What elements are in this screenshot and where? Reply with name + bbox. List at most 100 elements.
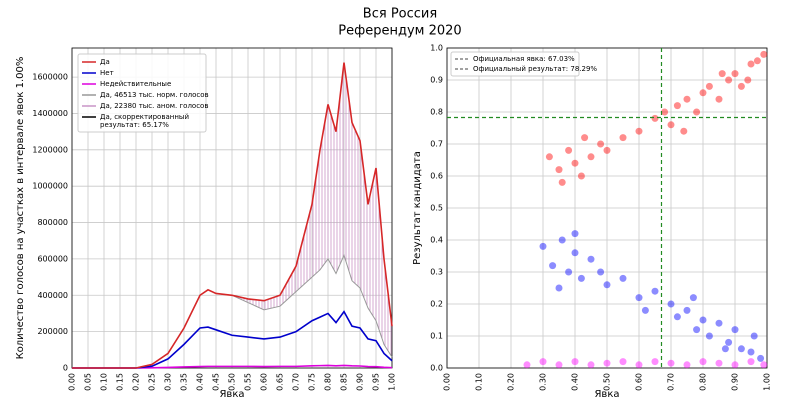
scatter-point <box>667 121 675 129</box>
scatter-point <box>651 287 659 295</box>
x-tick-label: 1.00 <box>763 373 772 391</box>
y-tick-label: 0.8 <box>430 108 443 117</box>
scatter-point <box>555 361 563 369</box>
x-tick-label: 0.65 <box>276 373 285 391</box>
scatter-point <box>571 159 579 167</box>
scatter-point <box>651 358 659 366</box>
x-tick-label: 0.60 <box>260 373 269 391</box>
scatter-point <box>571 358 579 366</box>
scatter-point <box>721 345 729 353</box>
x-tick-label: 0.30 <box>539 373 548 391</box>
y-tick-label: 0.9 <box>430 76 443 85</box>
scatter-point <box>760 361 768 369</box>
x-tick-label: 0.60 <box>635 373 644 391</box>
scatter-point <box>558 236 566 244</box>
x-tick-label: 0.80 <box>699 373 708 391</box>
x-tick-label: 0.90 <box>356 373 365 391</box>
scatter-point <box>545 153 553 161</box>
series-line <box>72 62 393 369</box>
scatter-point <box>737 345 745 353</box>
scatter-point <box>619 134 627 142</box>
x-tick-label: 0.10 <box>475 373 484 391</box>
scatter-point <box>651 114 659 122</box>
y-axis-label: Количество голосов на участках в интерва… <box>15 57 26 360</box>
scatter-point <box>549 262 557 270</box>
x-tick-label: 0.25 <box>148 373 157 391</box>
plot-frame <box>446 47 768 369</box>
x-tick-label: 0.20 <box>507 373 516 391</box>
scatter-point <box>760 50 768 58</box>
x-tick-label: 0.40 <box>196 373 205 391</box>
scatter-point <box>635 294 643 302</box>
scatter-point <box>603 146 611 154</box>
scatter-point <box>715 319 723 327</box>
x-tick-label: 0.05 <box>84 373 93 391</box>
scatter-point <box>587 255 595 263</box>
scatter-point <box>635 361 643 369</box>
scatter-point <box>744 76 752 84</box>
x-tick-label: 1.00 <box>388 373 397 391</box>
scatter-point <box>693 326 701 334</box>
series-line <box>72 364 393 369</box>
scatter-point <box>571 249 579 257</box>
legend-label: Да, скорректированный <box>100 113 189 121</box>
scatter-point <box>523 361 531 369</box>
scatter-point <box>718 70 726 78</box>
x-tick-label: 0.00 <box>68 373 77 391</box>
legend-label: Официальная явка: 67.03% <box>473 55 575 63</box>
scatter-point <box>597 140 605 148</box>
scatter-point <box>673 102 681 110</box>
scatter-point <box>693 108 701 116</box>
scatter-point <box>683 361 691 369</box>
scatter-point <box>731 326 739 334</box>
scatter-point <box>705 82 713 90</box>
scatter-point <box>737 82 745 90</box>
y-tick-label: 1000000 <box>32 182 68 191</box>
scatter-point <box>725 338 733 346</box>
x-tick-label: 0.10 <box>100 373 109 391</box>
x-tick-label: 0.35 <box>180 373 189 391</box>
legend-label: Официальный результат: 78.29% <box>473 65 597 73</box>
scatter-point <box>683 306 691 314</box>
scatter-point <box>597 268 605 276</box>
scatter-point <box>661 108 669 116</box>
x-tick-label: 0.30 <box>164 373 173 391</box>
scatter-point <box>577 172 585 180</box>
x-tick-label: 0.55 <box>244 373 253 391</box>
x-tick-label: 0.80 <box>324 373 333 391</box>
scatter-point <box>683 95 691 103</box>
x-tick-label: 0.95 <box>372 373 381 391</box>
scatter-point <box>747 348 755 356</box>
scatter-point <box>715 95 723 103</box>
y-tick-label: 800000 <box>37 218 68 227</box>
legend-box <box>450 51 580 77</box>
scatter-point <box>699 358 707 366</box>
scatter-point <box>673 313 681 321</box>
x-tick-label: 0.70 <box>292 373 301 391</box>
scatter-point <box>565 146 573 154</box>
x-tick-label: 0.75 <box>308 373 317 391</box>
figure-subtitle: Референдум 2020 <box>338 24 461 39</box>
x-tick-label: 0.40 <box>571 373 580 391</box>
plot-frame <box>71 47 393 369</box>
scatter-point <box>539 242 547 250</box>
y-tick-label: 1200000 <box>32 145 68 154</box>
x-tick-label: 0.90 <box>731 373 740 391</box>
scatter-point <box>725 76 733 84</box>
scatter-point <box>747 358 755 366</box>
y-tick-label: 0.4 <box>430 236 443 245</box>
legend-box <box>77 53 207 133</box>
scatter-point <box>699 316 707 324</box>
y-axis-label: Результат кандидата <box>412 151 423 265</box>
scatter-point <box>750 332 758 340</box>
y-tick-label: 0.3 <box>430 268 443 277</box>
x-axis-label: Явка <box>219 389 244 400</box>
scatter-point <box>753 57 761 65</box>
y-tick-label: 0.2 <box>430 300 443 309</box>
scatter-point <box>667 359 675 367</box>
scatter-point <box>577 274 585 282</box>
legend-label: Да, 46513 тыс. норм. голосов <box>100 91 209 99</box>
y-tick-label: 1.0 <box>430 44 443 53</box>
